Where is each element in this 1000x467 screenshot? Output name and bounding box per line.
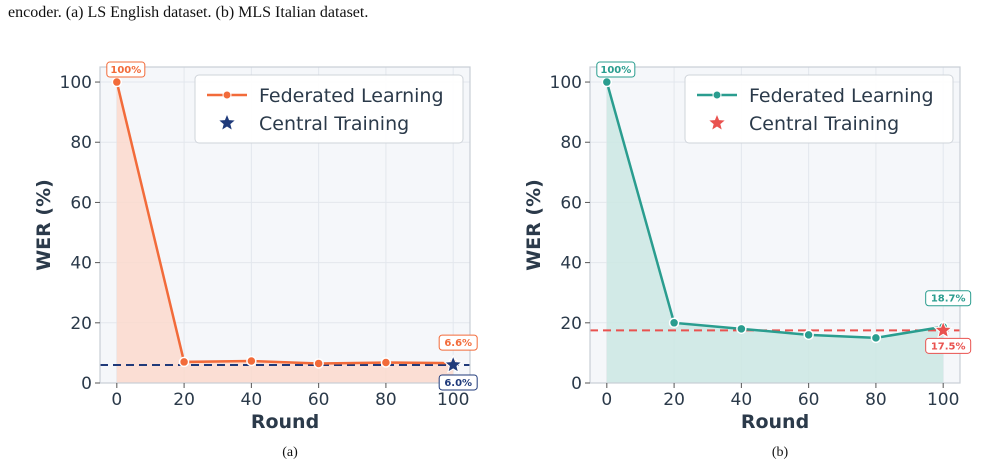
annotation-text: 18.7%: [931, 294, 966, 305]
y-tick-label: 100: [60, 73, 92, 93]
legend-star-central: [709, 115, 725, 130]
annotation-badge: 6.0%: [438, 374, 478, 391]
y-tick-label: 80: [70, 133, 92, 153]
y-tick-label: 100: [550, 73, 582, 93]
annotation-badge: 6.6%: [438, 334, 478, 351]
legend-label-federated: Federated Learning: [749, 85, 934, 107]
annotation-text: 6.0%: [444, 378, 472, 389]
annotation-text: 100%: [600, 65, 631, 76]
y-tick-label: 60: [70, 193, 92, 213]
data-point: [246, 355, 257, 367]
annotation-text: 6.6%: [444, 338, 472, 349]
x-tick-label: 40: [731, 390, 753, 410]
y-tick-label: 20: [70, 314, 92, 334]
legend-box: [684, 74, 954, 144]
legend: Federated Learning Central Training: [194, 74, 464, 144]
annotation-text: 17.5%: [931, 341, 966, 352]
annotation-text: 100%: [110, 65, 141, 76]
legend-marker-federated: [222, 90, 232, 100]
series-area: [116, 82, 454, 384]
annotation-box: [438, 374, 478, 391]
x-tick-label: 0: [111, 390, 122, 410]
annotation-box: [925, 337, 972, 354]
data-point: [870, 332, 882, 344]
y-tick-label: 0: [571, 374, 582, 394]
central-training-star: [443, 354, 463, 374]
x-tick-label: 80: [375, 390, 397, 410]
annotation-badge: 18.7%: [925, 290, 972, 307]
legend-box: [194, 74, 464, 144]
data-point: [111, 76, 123, 88]
x-axis-label: Round: [251, 411, 319, 433]
y-tick-label: 60: [560, 193, 582, 213]
data-point: [313, 358, 324, 369]
x-tick-label: 100: [437, 390, 469, 410]
annotation-box: [106, 61, 146, 78]
y-axis-label: WER (%): [33, 179, 55, 271]
data-point: [601, 76, 613, 88]
x-tick-label: 80: [865, 390, 887, 410]
y-tick-label: 40: [70, 254, 92, 274]
data-point: [178, 356, 190, 368]
x-tick-label: 20: [173, 390, 195, 410]
data-point: [736, 323, 747, 335]
x-tick-label: 40: [241, 390, 263, 410]
y-tick-label: 0: [81, 374, 92, 394]
figure-caption: encoder. (a) LS English dataset. (b) MLS…: [8, 4, 369, 21]
annotation-badge: 100%: [596, 61, 636, 78]
legend-label-central: Central Training: [259, 113, 409, 135]
series-line: [605, 81, 944, 340]
legend-label-central: Central Training: [749, 113, 899, 135]
annotation-badge: 100%: [106, 61, 146, 78]
y-tick-label: 40: [560, 254, 582, 274]
legend: Federated Learning Central Training: [684, 74, 954, 144]
x-tick-label: 60: [308, 390, 330, 410]
annotation-badge: 17.5%: [925, 337, 972, 354]
x-tick-label: 60: [798, 390, 820, 410]
x-tick-label: 0: [601, 390, 612, 410]
data-point: [380, 357, 392, 368]
x-tick-label: 20: [663, 390, 685, 410]
x-tick-label: 100: [927, 390, 959, 410]
y-tick-label: 20: [560, 314, 582, 334]
data-point: [668, 317, 680, 329]
legend-label-federated: Federated Learning: [259, 85, 444, 107]
plot-frame: [589, 66, 961, 384]
x-axis-label: Round: [741, 411, 809, 433]
data-point: [803, 329, 814, 341]
series-line: [115, 81, 454, 365]
annotation-box: [925, 290, 972, 307]
plot-frame: [99, 66, 471, 384]
annotation-box: [596, 61, 636, 78]
y-tick-label: 80: [560, 133, 582, 153]
panel-label: (a): [282, 445, 298, 460]
chart-panel-a: 0 20 40 60 80 100 0 20 40 60 80 100 Round WER (%) 100%…: [33, 61, 478, 460]
chart-panel-b: 0 20 40 60 80 100 0 20 40 60 80 100 Round WER (%) 100%…: [523, 61, 972, 460]
y-axis-label: WER (%): [523, 179, 545, 271]
central-training-star: [933, 320, 953, 339]
legend-marker-federated: [712, 90, 722, 100]
legend-star-central: [219, 115, 235, 130]
panel-label: (b): [772, 445, 789, 460]
annotation-box: [438, 334, 478, 351]
series-area: [606, 82, 944, 384]
